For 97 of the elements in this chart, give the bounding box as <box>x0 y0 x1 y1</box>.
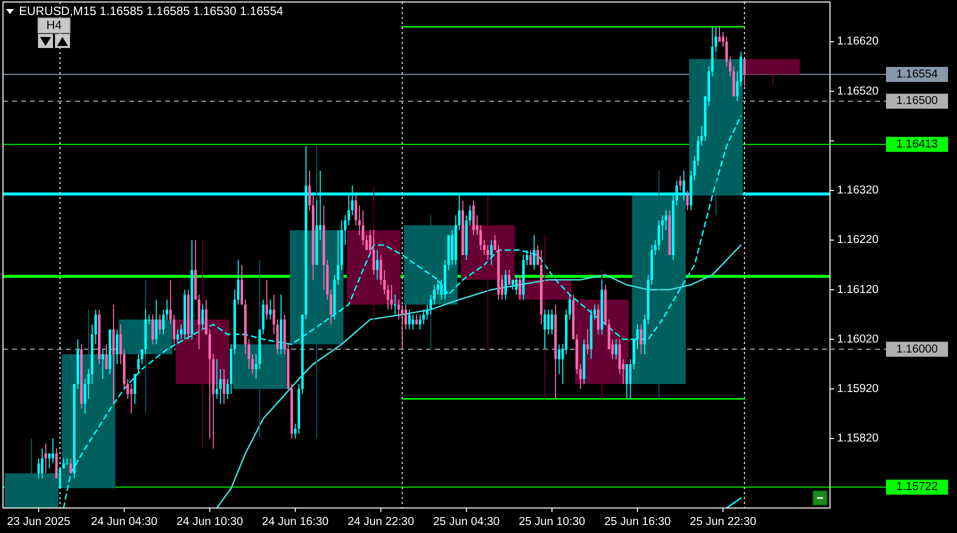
candlestick <box>636 324 639 350</box>
candlestick <box>380 254 382 286</box>
candlestick <box>532 234 536 270</box>
y-tick-label: 1.16620 <box>837 36 879 48</box>
ref-line-label: 1.16413 <box>896 138 938 150</box>
candlestick <box>547 309 550 335</box>
x-tick-label: 23 Jun 2025 <box>6 516 70 528</box>
candlestick <box>254 354 258 380</box>
candlestick <box>597 304 600 335</box>
candlestick <box>686 190 689 211</box>
candlestick <box>479 224 482 251</box>
candlestick <box>105 344 108 370</box>
candlestick <box>626 364 628 400</box>
x-tick-label: 25 Jun 22:30 <box>690 516 756 528</box>
ref-line-label: 1.16554 <box>896 68 938 80</box>
candlestick <box>544 309 546 350</box>
candlestick <box>408 309 411 330</box>
candlestick <box>44 443 48 474</box>
candlestick <box>508 269 510 286</box>
y-tick-label: 1.15920 <box>837 382 879 395</box>
candlestick <box>362 210 364 246</box>
candlestick <box>746 58 800 87</box>
y-tick-label: 1.15820 <box>837 432 879 445</box>
candlestick <box>126 378 130 400</box>
candlestick <box>640 324 642 355</box>
x-tick-label: 24 Jun 22:30 <box>348 516 414 528</box>
candlestick <box>490 240 493 266</box>
line-series <box>216 244 742 508</box>
candlestick <box>237 259 240 306</box>
candlestick <box>529 250 532 266</box>
candlestick <box>48 452 51 469</box>
candlestick <box>494 234 496 251</box>
y-tick-label: 1.16020 <box>837 333 879 346</box>
candlestick <box>176 328 179 345</box>
line-series <box>62 115 742 508</box>
chart-title: EURUSD,M15 1.16585 1.16585 1.16530 1.16554 <box>19 4 284 18</box>
y-tick-label: 1.16120 <box>837 284 879 296</box>
ref-line-label: 1.16500 <box>896 95 938 108</box>
candlestick <box>37 458 40 479</box>
candlestick <box>201 304 204 330</box>
candlestick <box>568 294 572 320</box>
candlestick <box>412 314 414 330</box>
candlestick <box>158 314 162 335</box>
candlestick <box>614 338 618 360</box>
candlestick <box>130 383 133 414</box>
candlestick <box>404 304 408 330</box>
candlestick <box>151 314 154 345</box>
ref-line-label: 1.16000 <box>896 343 938 356</box>
candlestick <box>137 354 140 375</box>
candlestick <box>116 328 118 365</box>
candlestick <box>40 448 44 479</box>
candlestick <box>515 274 518 296</box>
candlestick <box>266 279 268 320</box>
y-tick-label: 1.16220 <box>837 234 879 246</box>
ref-line-label: 1.15722 <box>896 481 938 494</box>
candlestick <box>155 299 158 345</box>
x-tick-label: 25 Jun 16:30 <box>604 516 671 528</box>
candlestick <box>376 250 379 280</box>
candlestick <box>69 458 72 474</box>
x-tick-label: 24 Jun 04:30 <box>90 516 158 528</box>
candlestick <box>390 284 393 310</box>
candlestick <box>394 294 396 316</box>
candlestick <box>251 354 254 375</box>
candlestick <box>52 438 54 464</box>
y-tick-label: 1.16320 <box>837 184 879 197</box>
candlestick <box>62 458 65 469</box>
candlestick <box>586 328 589 355</box>
x-tick-label: 24 Jun 10:30 <box>176 516 244 528</box>
candlestick <box>269 299 272 320</box>
candlestick <box>162 309 165 335</box>
candlestick <box>84 378 86 414</box>
candlestick <box>486 244 490 260</box>
y-tick-label: 1.16520 <box>837 85 879 98</box>
candlestick <box>426 304 428 320</box>
candlestick <box>718 26 721 42</box>
candlestick <box>664 210 668 231</box>
candlestick <box>372 230 375 276</box>
candlestick <box>102 348 104 380</box>
x-tick-label: 25 Jun 10:30 <box>518 516 586 528</box>
candlestick <box>658 220 660 251</box>
candlestick <box>518 274 522 300</box>
candlestick <box>743 58 746 87</box>
candlestick <box>66 458 68 464</box>
candlestick <box>536 244 539 266</box>
candlestick <box>550 309 554 335</box>
candlestick <box>216 358 218 400</box>
candlestick <box>558 344 560 375</box>
annotation: H4 <box>46 18 62 32</box>
x-tick-label: 24 Jun 16:30 <box>262 516 329 528</box>
candlestick <box>400 304 404 350</box>
candlestick <box>679 175 682 192</box>
candlestick <box>526 250 528 266</box>
candlestick <box>354 194 358 226</box>
x-tick-label: 25 Jun 04:30 <box>433 516 500 528</box>
candlestick <box>222 368 226 404</box>
candlestick <box>504 269 507 300</box>
candlestick <box>134 374 136 404</box>
